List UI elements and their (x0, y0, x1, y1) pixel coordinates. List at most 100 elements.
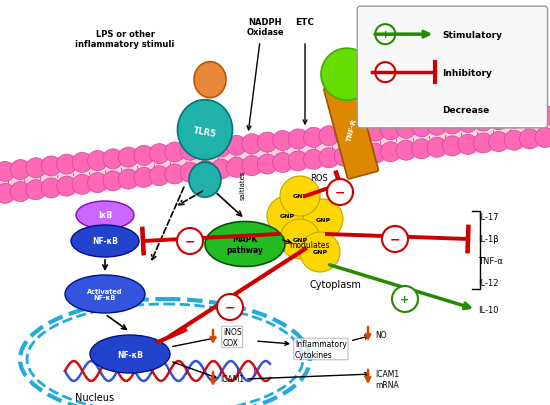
Text: IL-12: IL-12 (478, 279, 498, 288)
Ellipse shape (71, 226, 139, 257)
Circle shape (303, 200, 343, 239)
Circle shape (334, 125, 354, 145)
Circle shape (350, 145, 370, 165)
Circle shape (0, 162, 15, 182)
Circle shape (87, 151, 108, 171)
Text: modulates: modulates (289, 240, 329, 249)
Circle shape (267, 196, 307, 237)
Circle shape (520, 108, 540, 128)
Circle shape (177, 228, 203, 254)
Circle shape (365, 122, 386, 142)
Text: Cytoplasm: Cytoplasm (309, 279, 361, 289)
Circle shape (180, 141, 200, 161)
Text: IL-17: IL-17 (478, 213, 499, 222)
Text: IL-10: IL-10 (478, 305, 498, 314)
Circle shape (149, 144, 169, 164)
Circle shape (118, 148, 139, 168)
Circle shape (474, 134, 493, 153)
Circle shape (257, 155, 277, 175)
Circle shape (149, 166, 169, 186)
Circle shape (273, 153, 293, 173)
Text: −: − (225, 301, 235, 314)
Circle shape (327, 179, 353, 205)
Circle shape (103, 171, 123, 191)
Circle shape (211, 160, 231, 179)
Text: ICAM1: ICAM1 (220, 375, 244, 384)
Circle shape (211, 138, 231, 158)
Ellipse shape (76, 202, 134, 230)
Text: −: − (335, 186, 345, 199)
Circle shape (72, 153, 92, 173)
Circle shape (381, 142, 401, 162)
Circle shape (26, 158, 46, 178)
Circle shape (321, 49, 373, 101)
Text: NF-κB: NF-κB (92, 237, 118, 246)
Circle shape (396, 141, 416, 161)
Circle shape (442, 115, 463, 134)
Circle shape (26, 180, 46, 200)
Circle shape (288, 130, 308, 149)
Circle shape (535, 106, 550, 126)
Circle shape (10, 160, 30, 180)
Circle shape (442, 136, 463, 156)
Text: Activated
NF-κB: Activated NF-κB (87, 288, 123, 301)
Ellipse shape (65, 275, 145, 313)
Text: GNP: GNP (316, 217, 331, 222)
FancyBboxPatch shape (324, 81, 378, 179)
Ellipse shape (205, 222, 285, 267)
Circle shape (427, 138, 447, 158)
Text: +: + (400, 294, 410, 304)
Circle shape (180, 163, 200, 183)
Circle shape (134, 146, 154, 166)
Text: ICAM1
mRNA: ICAM1 mRNA (375, 369, 399, 389)
Circle shape (427, 116, 447, 136)
Text: GNP: GNP (293, 194, 307, 199)
Circle shape (41, 157, 61, 177)
Circle shape (396, 119, 416, 139)
Circle shape (411, 117, 432, 137)
Text: GNP: GNP (279, 214, 295, 219)
Circle shape (304, 150, 323, 170)
Circle shape (520, 130, 540, 149)
Circle shape (319, 148, 339, 168)
Ellipse shape (189, 163, 221, 198)
Circle shape (227, 136, 246, 156)
Circle shape (57, 155, 76, 175)
Text: LPS or other
inflammatory stimuli: LPS or other inflammatory stimuli (75, 30, 175, 49)
Circle shape (164, 143, 185, 162)
Text: −: − (185, 235, 195, 248)
Circle shape (103, 149, 123, 169)
Circle shape (0, 184, 15, 204)
Text: +: + (381, 30, 390, 40)
Text: Inhibitory: Inhibitory (442, 68, 492, 77)
Circle shape (242, 156, 262, 176)
Text: ETC: ETC (295, 18, 315, 27)
Circle shape (411, 139, 432, 159)
Circle shape (273, 131, 293, 151)
Circle shape (41, 179, 61, 198)
Text: Nucleus: Nucleus (75, 392, 114, 402)
Circle shape (196, 161, 216, 181)
Circle shape (504, 109, 524, 129)
Circle shape (217, 294, 243, 320)
Circle shape (350, 124, 370, 143)
Text: IκB: IκB (98, 211, 112, 220)
Circle shape (458, 135, 478, 155)
Text: NF-κB: NF-κB (117, 350, 143, 358)
Circle shape (489, 132, 509, 152)
Ellipse shape (194, 62, 226, 98)
Text: −: − (390, 233, 400, 246)
Circle shape (164, 164, 185, 185)
Circle shape (375, 25, 395, 45)
Circle shape (504, 131, 524, 151)
Circle shape (288, 151, 308, 171)
FancyBboxPatch shape (358, 7, 547, 128)
Circle shape (87, 173, 108, 193)
Circle shape (118, 170, 139, 190)
Circle shape (365, 144, 386, 164)
Circle shape (392, 286, 418, 312)
Text: TNF-α: TNF-α (478, 257, 503, 266)
Circle shape (72, 175, 92, 195)
Circle shape (57, 177, 76, 197)
Circle shape (489, 110, 509, 130)
